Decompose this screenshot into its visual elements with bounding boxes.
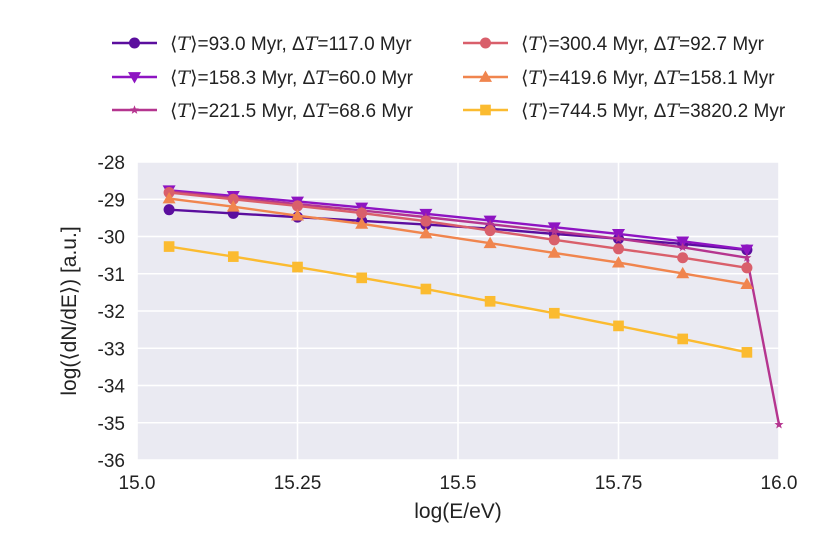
data-point [612,256,625,268]
legend: ⟨T⟩=93.0 Myr, ΔT=117.0 Myr ⟨T⟩=158.3 Myr,… [112,33,786,122]
series-5 [162,192,754,290]
y-tick-label: -36 [98,451,125,472]
data-point [676,266,690,279]
data-point [227,251,239,262]
data-point [291,209,304,221]
data-point [483,236,497,249]
data-point [291,200,304,212]
grid [136,161,780,461]
legend-label: ⟨T⟩=300.4 Myr, ΔT=92.7 Myr [521,33,765,55]
y-tick-label: -35 [98,414,125,435]
y-axis-title: log(⟨dN/dE⟩) [a.u.] [58,226,81,395]
legend-label: ⟨T⟩=419.6 Myr, ΔT=158.1 Myr [521,67,775,89]
data-point [163,204,175,216]
series-line [168,197,748,286]
data-point [484,225,496,237]
data-point [484,295,496,307]
x-axis-ticks: 15.0 15.25 15.5 15.75 16.0 [119,473,798,494]
data-point [676,236,690,248]
data-point [292,261,303,273]
x-tick-label: 15.0 [119,473,156,494]
y-axis-ticks: -28 -29 -30 -31 -32 -33 -34 -35 -36 [98,153,126,472]
data-point [678,242,688,252]
series-line [168,191,748,269]
data-point [356,207,368,219]
data-point [549,226,559,236]
data-point [677,333,689,345]
series-layer [162,185,784,429]
data-point [740,277,754,290]
x-tick-label: 15.25 [274,473,322,494]
legend-entry: ⟨T⟩=744.5 Myr, ΔT=3820.2 Myr [463,100,786,122]
series-line [168,189,748,251]
data-point [420,283,432,295]
legend-label: ⟨T⟩=158.3 Myr, ΔT=60.0 Myr [170,67,414,89]
data-point [740,244,754,257]
y-tick-label: -28 [98,153,125,174]
legend-entry: ⟨T⟩=93.0 Myr, ΔT=117.0 Myr [112,33,412,55]
legend-entry: ⟨T⟩=300.4 Myr, ΔT=92.7 Myr [463,33,765,55]
legend-entry: ⟨T⟩=419.6 Myr, ΔT=158.1 Myr [463,67,775,89]
series-4 [163,187,753,274]
data-point [420,215,432,227]
data-point [419,227,433,239]
data-point [548,234,560,246]
data-point [479,70,492,82]
y-tick-label: -32 [98,302,125,323]
data-point [480,104,491,116]
data-point [677,252,689,264]
data-point [226,200,240,212]
data-point [548,307,560,319]
data-point [128,72,141,84]
y-tick-label: -31 [98,265,125,286]
data-point [355,217,369,229]
legend-label: ⟨T⟩=93.0 Myr, ΔT=117.0 Myr [170,33,412,55]
data-point [479,37,492,49]
y-tick-label: -29 [98,190,125,211]
legend-label: ⟨T⟩=744.5 Myr, ΔT=3820.2 Myr [521,100,786,122]
series-6 [163,241,753,358]
x-tick-label: 15.75 [595,473,643,494]
data-point [129,105,140,114]
y-tick-label: -30 [98,228,125,249]
data-point [485,219,495,229]
data-point [163,241,175,252]
data-point [356,272,368,284]
data-point [742,252,752,262]
data-point [612,243,625,255]
data-point [162,192,176,204]
x-tick-label: 16.0 [761,473,798,494]
legend-entry: ⟨T⟩=221.5 Myr, ΔT=68.6 Myr [112,100,414,122]
data-point [741,262,753,274]
data-point [774,419,784,429]
legend-entry: ⟨T⟩=158.3 Myr, ΔT=60.0 Myr [112,67,414,89]
data-point [227,193,239,205]
data-point [547,246,561,258]
x-axis-title: log(E/eV) [414,500,502,523]
data-point [613,233,624,243]
legend-label: ⟨T⟩=221.5 Myr, ΔT=68.6 Myr [170,100,414,122]
series-line [168,245,748,354]
data-point [128,37,141,49]
data-point [741,347,753,358]
y-tick-label: -33 [98,339,125,360]
y-tick-label: -34 [98,377,126,398]
x-tick-label: 15.5 [440,473,477,494]
data-point [613,320,624,332]
